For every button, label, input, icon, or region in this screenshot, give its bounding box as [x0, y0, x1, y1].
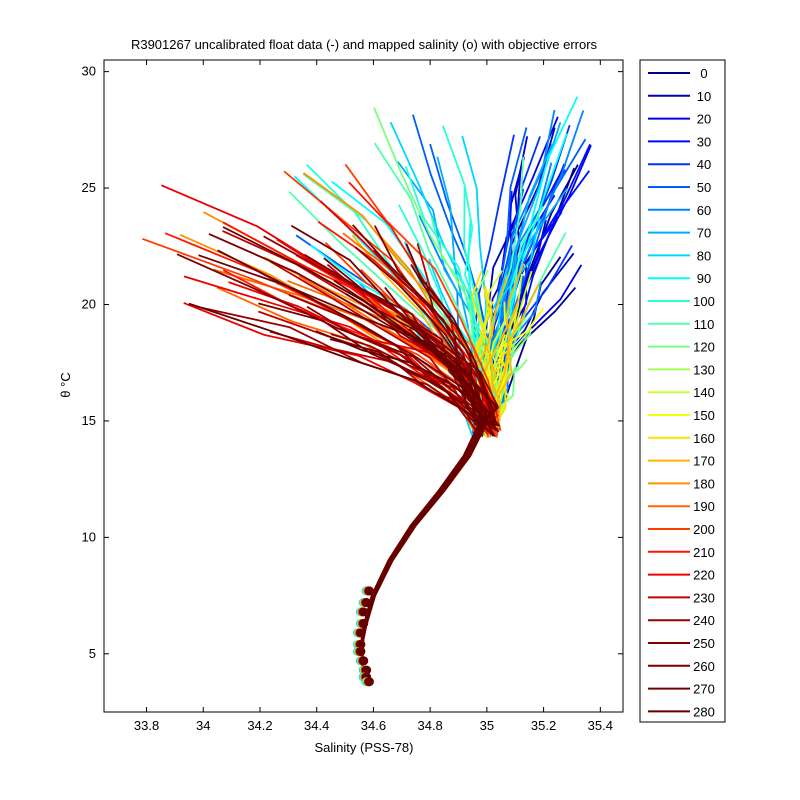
mapped-salinity-point — [356, 628, 366, 638]
legend-label: 20 — [697, 112, 711, 127]
legend-label: 190 — [693, 499, 715, 514]
legend-label: 120 — [693, 340, 715, 355]
mapped-salinity-point — [359, 607, 369, 617]
legend-label: 230 — [693, 590, 715, 605]
legend-label: 70 — [697, 226, 711, 241]
x-tick-label: 34.4 — [304, 718, 329, 733]
chart-title: R3901267 uncalibrated float data (-) and… — [131, 37, 598, 52]
mapped-salinity-point — [362, 598, 372, 608]
mapped-salinity-point — [364, 586, 374, 596]
y-tick-label: 5 — [89, 646, 96, 661]
mapped-salinity-point — [364, 677, 374, 687]
legend-label: 130 — [693, 362, 715, 377]
legend-label: 40 — [697, 157, 711, 172]
y-tick-label: 25 — [82, 180, 96, 195]
x-tick-label: 34.2 — [247, 718, 272, 733]
x-tick-label: 35 — [480, 718, 494, 733]
legend-label: 90 — [697, 271, 711, 286]
legend-label: 150 — [693, 408, 715, 423]
legend-label: 200 — [693, 522, 715, 537]
legend-label: 280 — [693, 704, 715, 719]
legend-label: 110 — [694, 317, 715, 332]
legend-label: 50 — [697, 180, 711, 195]
plot-frame — [103, 59, 624, 713]
legend-label: 100 — [693, 294, 715, 309]
x-tick-label: 33.8 — [134, 718, 159, 733]
legend-label: 260 — [693, 659, 715, 674]
legend-label: 180 — [693, 476, 715, 491]
legend-label: 60 — [697, 203, 711, 218]
mapped-salinity-point — [356, 646, 366, 656]
x-tick-label: 34.6 — [361, 718, 386, 733]
y-tick-label: 30 — [82, 64, 96, 79]
legend-label: 30 — [697, 134, 711, 149]
y-tick-label: 10 — [82, 529, 96, 544]
x-tick-label: 34 — [196, 718, 210, 733]
x-tick-label: 34.8 — [417, 718, 442, 733]
legend-label: 0 — [700, 66, 707, 81]
y-tick-label: 15 — [82, 413, 96, 428]
legend: 0 10 20 30 40 50 60 70 80 90 100 110 120 130 140 150 160… — [639, 59, 726, 723]
legend-label: 10 — [697, 89, 711, 104]
y-axis: 5 10 15 20 25 30 — [82, 64, 623, 661]
x-tick-label: 35.2 — [531, 718, 556, 733]
y-tick-label: 20 — [82, 297, 96, 312]
mapped-salinity-point — [359, 656, 369, 666]
legend-label: 220 — [693, 568, 715, 583]
x-axis-label: Salinity (PSS-78) — [315, 740, 414, 755]
legend-label: 80 — [697, 248, 711, 263]
x-tick-label: 35.4 — [588, 718, 613, 733]
y-axis-label: θ °C — [58, 372, 73, 397]
legend-label: 270 — [693, 682, 715, 697]
legend-label: 250 — [693, 636, 715, 651]
mapped-salinity-point — [362, 665, 372, 675]
mapped-salinity-point — [359, 619, 369, 629]
legend-label: 210 — [693, 545, 715, 560]
legend-label: 160 — [693, 431, 715, 446]
plot-area — [142, 96, 592, 687]
legend-label: 170 — [693, 454, 715, 469]
legend-box — [639, 59, 726, 723]
legend-label: 140 — [693, 385, 715, 400]
x-axis: 33.8 34 34.2 34.4 34.6 34.8 35 35.2 35.4 — [134, 60, 613, 733]
mapped-salinity-point — [356, 639, 366, 649]
legend-label: 240 — [693, 613, 715, 628]
